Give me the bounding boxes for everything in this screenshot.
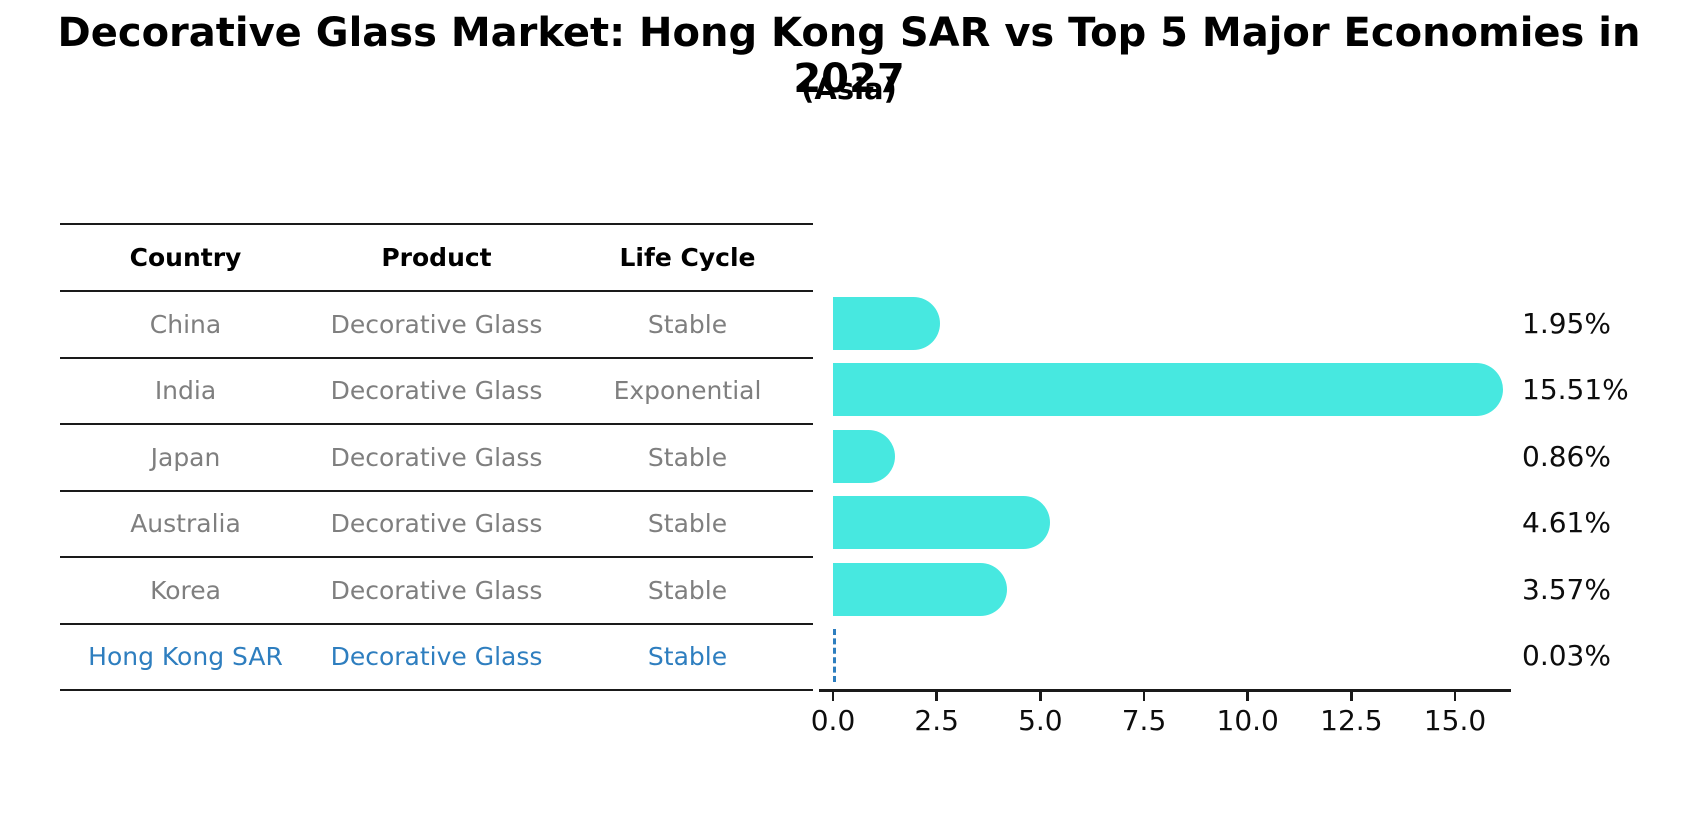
x-tick-mark xyxy=(831,692,835,701)
country-cell: Hong Kong SAR xyxy=(88,642,283,672)
x-tick-label: 15.0 xyxy=(1423,704,1487,737)
life-cycle-cell: Stable xyxy=(647,509,728,539)
bar-row: 1.95% xyxy=(833,290,1693,357)
bar xyxy=(833,429,895,483)
table-row: Korea Decorative Glass Stable xyxy=(60,558,813,625)
column-header-life-cycle: Life Cycle xyxy=(619,243,756,272)
table-header-row: Country Product Life Cycle xyxy=(60,225,813,292)
bar-row: 4.61% xyxy=(833,490,1693,557)
product-cell: Decorative Glass xyxy=(330,642,543,672)
product-cell: Decorative Glass xyxy=(330,376,543,406)
x-axis-line xyxy=(819,689,1511,692)
x-tick-label: 0.0 xyxy=(810,704,856,737)
bar-row: 15.51% xyxy=(833,357,1693,424)
country-cell: Korea xyxy=(150,575,221,605)
bar-row: 0.86% xyxy=(833,423,1693,490)
x-tick-label: 7.5 xyxy=(1121,704,1167,737)
chart-subtitle: (Asia) xyxy=(801,72,897,106)
product-cell: Decorative Glass xyxy=(330,442,543,472)
life-cycle-cell: Stable xyxy=(647,642,728,672)
life-cycle-cell: Stable xyxy=(647,442,728,472)
table-row: Japan Decorative Glass Stable xyxy=(60,425,813,492)
column-header-product: Product xyxy=(381,243,492,272)
x-tick-label: 2.5 xyxy=(914,704,959,737)
column-header-country: Country xyxy=(129,243,242,272)
x-axis-ticks: 0.0 2.5 5.0 7.5 10.0 12.5 15.0 xyxy=(811,692,1511,752)
country-cell: Australia xyxy=(130,509,241,539)
life-cycle-cell: Exponential xyxy=(613,376,762,406)
bar xyxy=(833,296,940,350)
bar xyxy=(833,562,1008,616)
bar-row: 3.57% xyxy=(833,556,1693,623)
comparison-table: Country Product Life Cycle China Decorative … xyxy=(60,223,813,691)
bar xyxy=(833,363,1503,416)
country-cell: Japan xyxy=(150,442,221,472)
chart-title: Decorative Glass Market: Hong Kong SAR v… xyxy=(57,10,1641,102)
life-cycle-cell: Stable xyxy=(647,309,728,339)
bar xyxy=(833,496,1051,549)
x-tick-label: 10.0 xyxy=(1216,704,1279,737)
bar-chart: 1.95% 15.51% 0.86% 4.61% 3.57% 0.03% xyxy=(833,290,1693,689)
x-tick-mark xyxy=(935,692,938,701)
x-tick-label: 12.5 xyxy=(1320,704,1383,737)
country-cell: China xyxy=(149,309,222,339)
life-cycle-cell: Stable xyxy=(647,575,728,605)
country-cell: India xyxy=(154,376,217,406)
bar-value-label: 3.57% xyxy=(1522,572,1611,606)
bar-value-label: 1.95% xyxy=(1522,306,1611,340)
table-row: Hong Kong SAR Decorative Glass Stable xyxy=(60,625,813,691)
product-cell: Decorative Glass xyxy=(330,509,543,539)
table-row: India Decorative Glass Exponential xyxy=(60,359,813,425)
bar-value-label: 4.61% xyxy=(1522,506,1611,540)
x-tick-mark xyxy=(1350,692,1353,701)
x-tick-label: 5.0 xyxy=(1018,704,1063,737)
product-cell: Decorative Glass xyxy=(330,309,543,339)
table-row: Australia Decorative Glass Stable xyxy=(60,492,813,558)
x-tick-mark xyxy=(1039,692,1042,701)
highlight-bar xyxy=(833,629,836,682)
x-tick-mark xyxy=(1142,692,1146,701)
table-row: China Decorative Glass Stable xyxy=(60,292,813,359)
product-cell: Decorative Glass xyxy=(330,575,543,605)
x-tick-mark xyxy=(1453,692,1457,701)
bar-value-label: 0.03% xyxy=(1522,639,1611,673)
bar-value-label: 15.51% xyxy=(1522,373,1629,407)
x-tick-mark xyxy=(1246,692,1249,701)
bar-value-label: 0.86% xyxy=(1522,439,1611,473)
bar-row: 0.03% xyxy=(833,623,1693,690)
